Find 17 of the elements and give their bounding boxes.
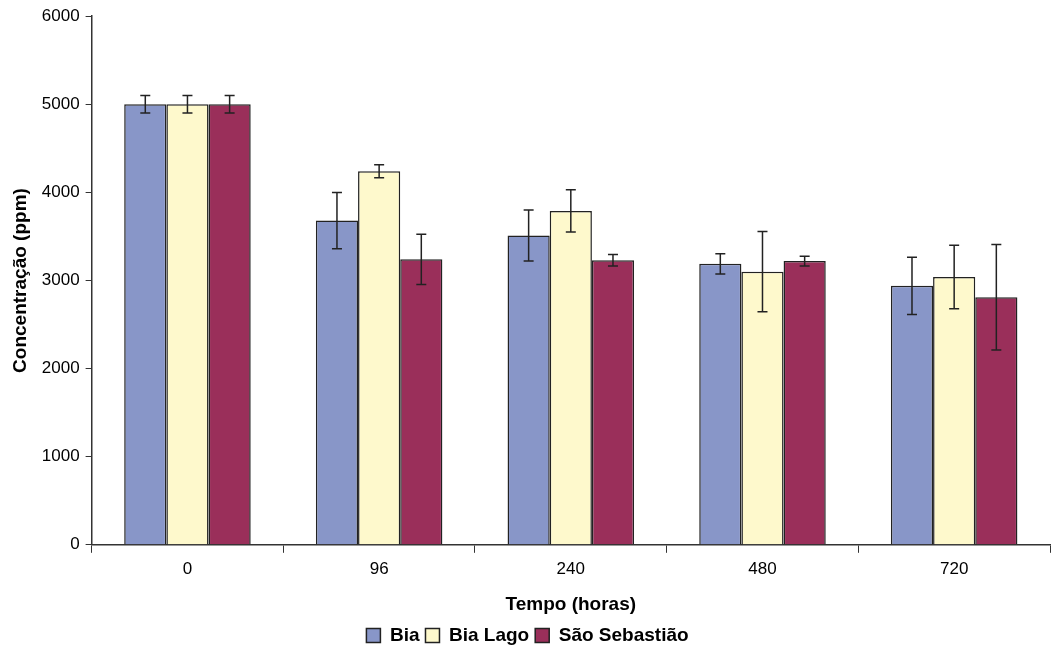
legend-label: Bia bbox=[389, 623, 420, 645]
x-tick-label: 480 bbox=[748, 558, 777, 578]
y-tick-label: 4000 bbox=[41, 182, 80, 202]
y-tick-label: 0 bbox=[70, 534, 80, 554]
y-tick-label: 1000 bbox=[41, 446, 80, 466]
x-tick-label: 0 bbox=[182, 558, 193, 578]
x-axis-title: Tempo (horas) bbox=[505, 592, 637, 614]
legend-label: São Sebastião bbox=[558, 623, 689, 645]
x-tick-label: 96 bbox=[369, 558, 389, 578]
y-axis-title: Concentração (ppm) bbox=[8, 188, 30, 373]
y-tick-label: 6000 bbox=[41, 5, 80, 25]
y-tick-label: 2000 bbox=[41, 358, 80, 378]
x-tick-label: 240 bbox=[556, 558, 585, 578]
y-tick-label: 3000 bbox=[41, 270, 80, 290]
y-tick-label: 5000 bbox=[41, 93, 80, 113]
x-tick-label: 720 bbox=[939, 558, 969, 578]
legend-label: Bia Lago bbox=[448, 623, 530, 645]
